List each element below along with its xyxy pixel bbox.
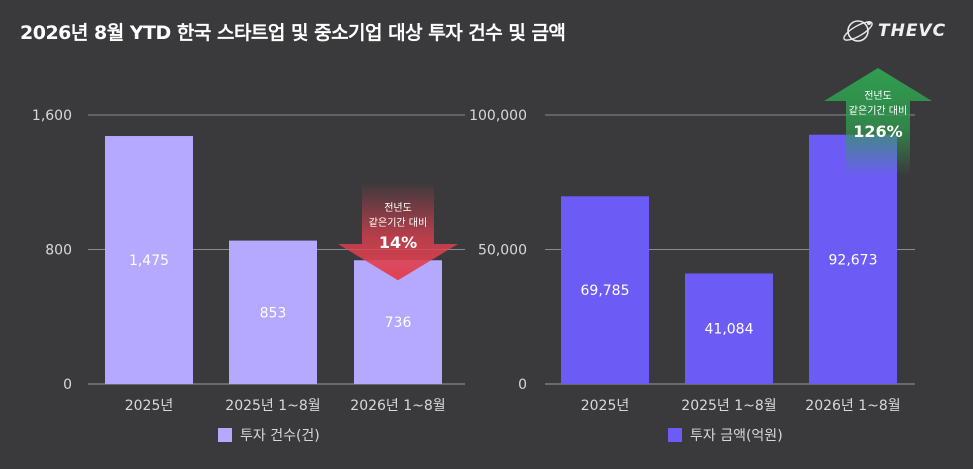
x-tick-label: 2026년 1~8월 [350,398,445,414]
callout-line1: 전년도 [384,202,412,214]
legend-label: 투자 건수(건) [240,428,320,444]
bar [354,260,442,384]
bar-value-label: 853 [260,305,287,321]
x-tick-label: 2025년 1~8월 [225,398,320,414]
callout-value: 126% [853,122,902,141]
bar [685,273,773,384]
x-tick-label: 2025년 [125,398,174,414]
bar-value-label: 92,673 [829,252,878,268]
bar-value-label: 69,785 [581,283,630,299]
x-tick-label: 2025년 [581,398,630,414]
legend-swatch [218,428,232,442]
y-tick-label: 0 [518,377,527,393]
callout-line2: 같은기간 대비 [849,105,907,117]
bar-value-label: 736 [385,315,412,331]
bar [561,196,649,384]
y-tick-label: 800 [45,243,72,259]
brand-globe-icon [843,20,873,42]
y-tick-label: 0 [63,377,72,393]
callout-line1: 전년도 [864,90,892,102]
page-title: 2026년 8월 YTD 한국 스타트업 및 중소기업 대상 투자 건수 및 금… [20,22,566,44]
callout-value: 14% [379,233,417,252]
y-tick-label: 1,600 [32,108,72,124]
x-tick-label: 2026년 1~8월 [805,398,900,414]
y-tick-label: 100,000 [469,108,527,124]
bar-value-label: 41,084 [705,322,754,338]
legend-swatch [668,428,682,442]
callout-line2: 같은기간 대비 [369,217,427,229]
decrease-arrow [338,182,458,281]
brand-name: THEVC [878,21,947,41]
bar [229,240,317,384]
bar-value-label: 1,475 [129,253,169,269]
brand-logo: THEVC [842,14,962,48]
increase-arrow [824,68,932,176]
y-tick-label: 50,000 [478,243,527,259]
legend-label: 투자 금액(억원) [690,428,783,444]
bar [809,134,897,384]
bar [105,136,193,384]
x-tick-label: 2025년 1~8월 [681,398,776,414]
